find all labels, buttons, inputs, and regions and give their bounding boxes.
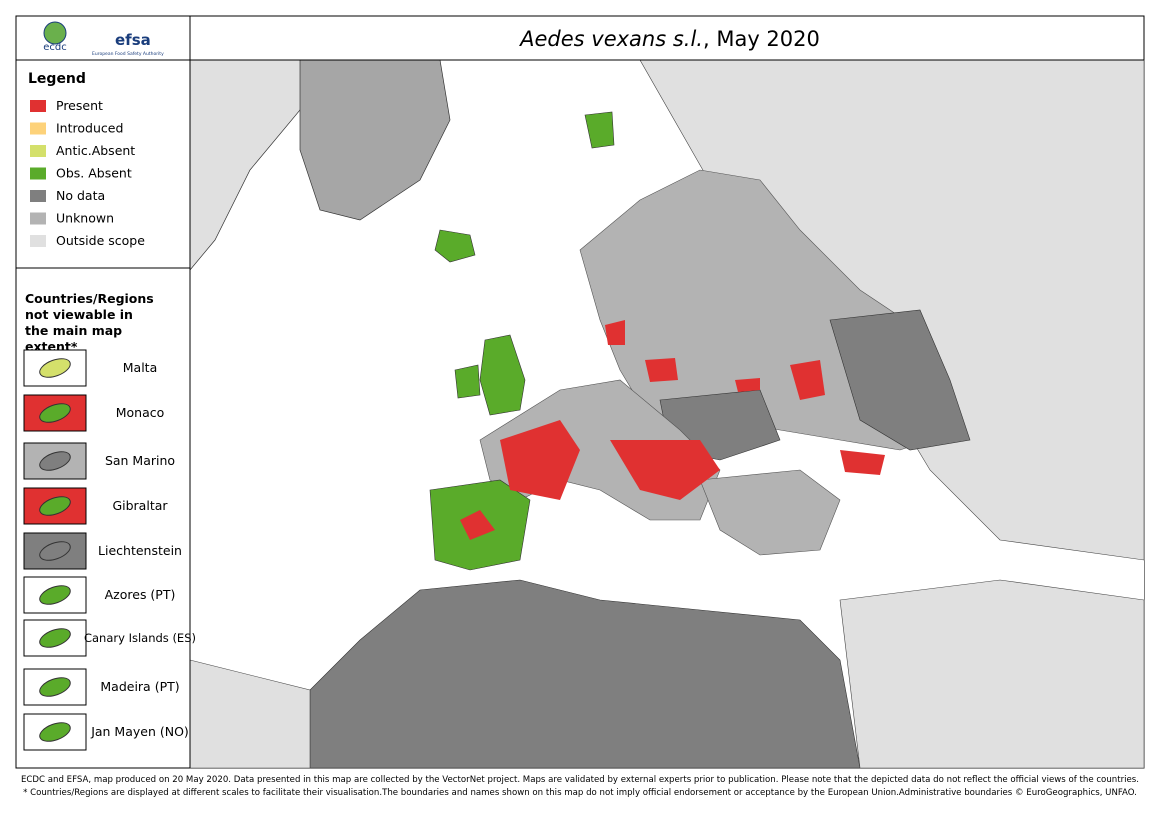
legend-label: No data bbox=[56, 188, 105, 203]
inset-shape bbox=[39, 541, 71, 561]
inset-shape bbox=[39, 403, 71, 423]
ecdc-logo: ecdc bbox=[43, 42, 67, 53]
legend-swatch bbox=[30, 145, 46, 157]
inset-shape bbox=[39, 628, 71, 648]
inset-label: Liechtenstein bbox=[98, 543, 182, 558]
legend-label: Outside scope bbox=[56, 233, 145, 248]
inset-shape bbox=[39, 496, 71, 516]
legend-swatch bbox=[30, 235, 46, 247]
inset-box bbox=[23, 619, 87, 657]
title: Aedes vexans s.l., May 2020 bbox=[518, 27, 820, 51]
legend-label: Unknown bbox=[56, 211, 114, 226]
legend-swatch bbox=[30, 100, 46, 112]
inset-label: Monaco bbox=[116, 405, 165, 420]
inset-box bbox=[23, 576, 87, 614]
inset-label: Azores (PT) bbox=[105, 587, 176, 602]
inset-label: Canary Islands (ES) bbox=[84, 631, 196, 645]
ecdc-globe bbox=[43, 21, 67, 45]
legend-label: Introduced bbox=[56, 121, 123, 136]
legend-title: Legend bbox=[28, 71, 86, 87]
regions-title-line: Countries/Regions bbox=[25, 291, 154, 306]
legend-swatch bbox=[30, 122, 46, 135]
footer-line: * Countries/Regions are displayed at dif… bbox=[23, 788, 1137, 798]
regions-title-line: the main map bbox=[25, 323, 122, 338]
legend-label: Antic.Absent bbox=[56, 143, 135, 158]
title-date: , May 2020 bbox=[703, 27, 820, 51]
efsa-logo: efsa bbox=[115, 31, 151, 49]
legend-label: Present bbox=[56, 98, 103, 113]
inset-shape bbox=[39, 585, 71, 605]
efsa-subtitle: European Food Safety Authority bbox=[92, 51, 164, 57]
inset-label: Gibraltar bbox=[112, 498, 168, 513]
inset-label: San Marino bbox=[105, 453, 175, 468]
inset-label: Jan Mayen (NO) bbox=[90, 724, 189, 739]
legend-swatch bbox=[30, 190, 46, 202]
inset-shape bbox=[39, 677, 71, 697]
regions-title-line: not viewable in bbox=[25, 307, 133, 322]
inset-shape bbox=[39, 451, 71, 471]
title-species: Aedes vexans s.l. bbox=[518, 27, 703, 51]
footer-line: ECDC and EFSA, map produced on 20 May 20… bbox=[21, 775, 1139, 785]
legend-swatch bbox=[30, 167, 46, 180]
map bbox=[189, 59, 1145, 769]
inset-label: Madeira (PT) bbox=[100, 679, 179, 694]
inset-label: Malta bbox=[123, 360, 157, 375]
legend-swatch bbox=[30, 212, 46, 225]
inset-shape bbox=[39, 722, 71, 742]
inset-shape bbox=[39, 358, 71, 378]
legend-label: Obs. Absent bbox=[56, 166, 132, 181]
